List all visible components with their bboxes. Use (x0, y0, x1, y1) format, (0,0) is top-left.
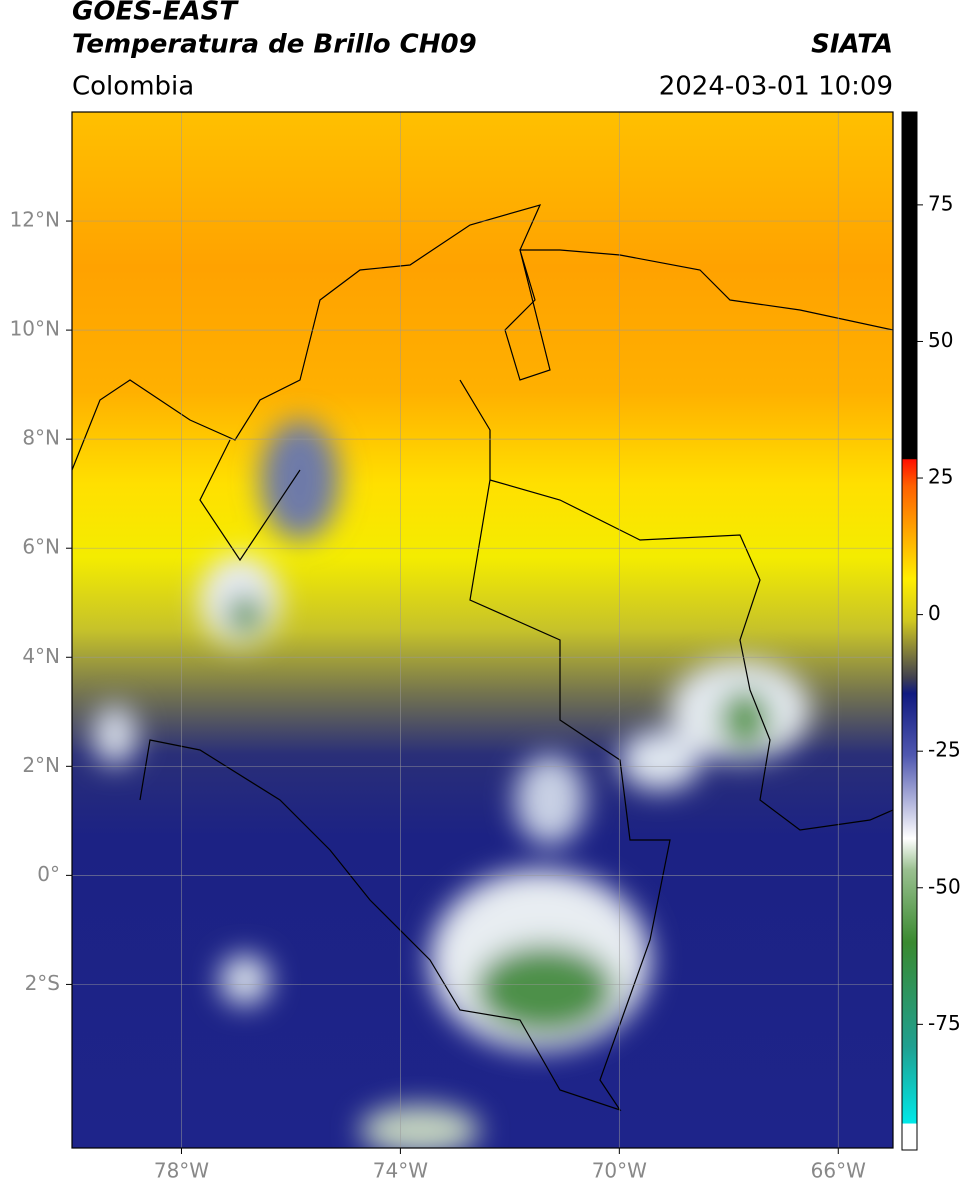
y-tick-label: 12°N (10, 208, 60, 232)
y-tick-label: 2°N (22, 753, 60, 777)
colorbar-tick-label: 50 (928, 328, 953, 352)
colorbar-tick-label: -50 (928, 874, 961, 898)
colorbar-tick-label: -25 (928, 738, 961, 762)
x-tick-label: 78°W (154, 1159, 209, 1183)
region: Colombia (72, 72, 194, 102)
y-tick-label: 2°S (25, 971, 60, 995)
colorbar-tick-label: -75 (928, 1011, 961, 1035)
colorbar-tick-label: 75 (928, 191, 953, 215)
colorbar (901, 111, 918, 1151)
y-tick-label: 8°N (22, 426, 60, 450)
map-frame (71, 111, 894, 1149)
y-tick-label: 4°N (22, 644, 60, 668)
y-tick-label: 10°N (10, 317, 60, 341)
datetime: 2024-03-01 10:09 (659, 72, 893, 102)
x-tick-label: 66°W (811, 1159, 866, 1183)
x-tick-label: 70°W (592, 1159, 647, 1183)
title: GOES-EAST (72, 0, 239, 27)
y-tick-label: 0° (37, 862, 60, 886)
subtitle: Temperatura de Brillo CH09 (72, 30, 477, 60)
satellite-image (72, 112, 893, 1148)
x-tick-label: 74°W (373, 1159, 428, 1183)
colorbar-tick-label: 25 (928, 465, 953, 489)
source: SIATA (811, 30, 893, 60)
y-tick-label: 6°N (22, 535, 60, 559)
colorbar-tick-label: 0 (928, 601, 941, 625)
